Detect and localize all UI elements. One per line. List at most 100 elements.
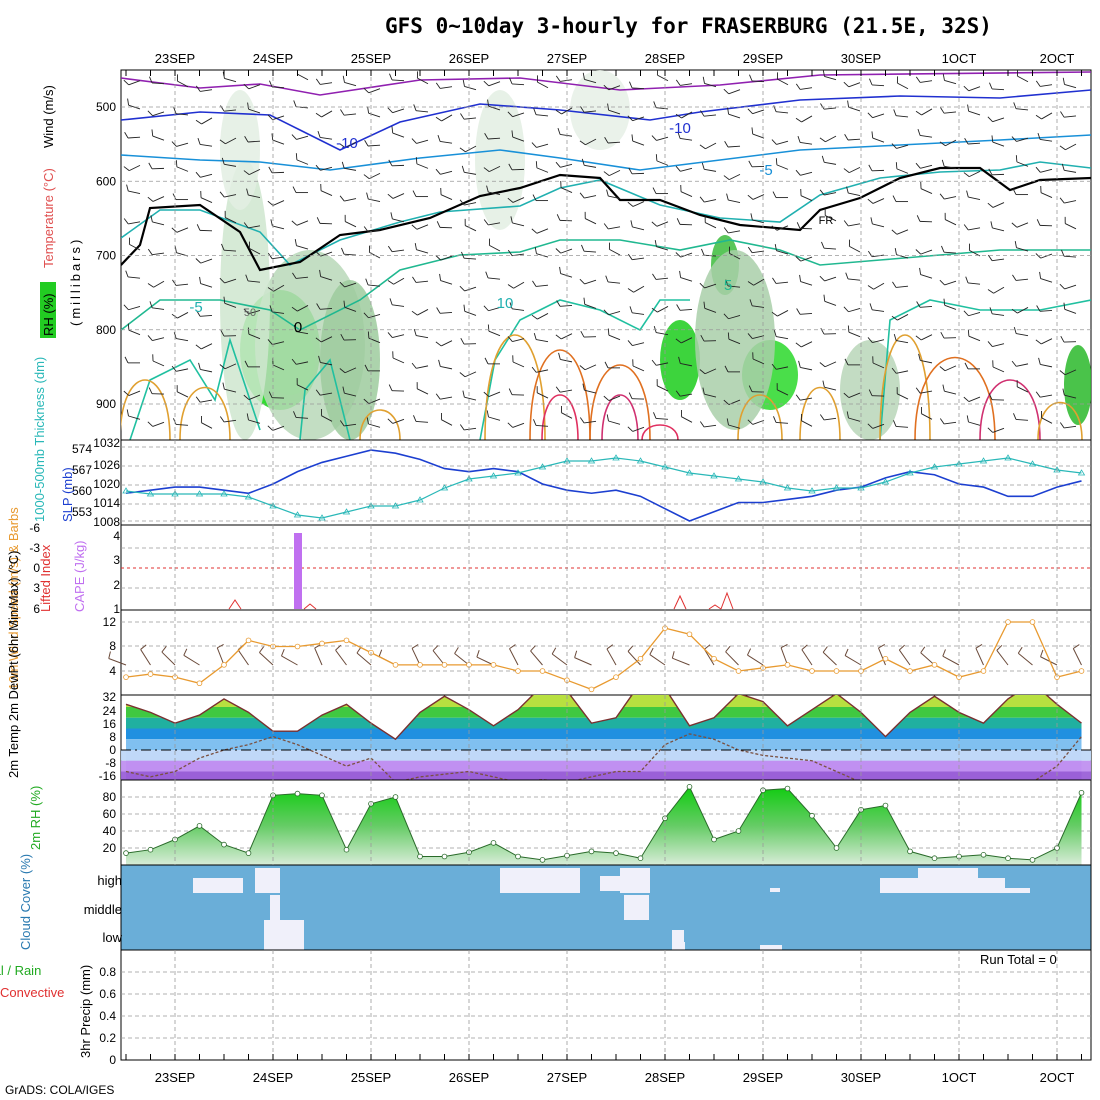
wind-barb <box>556 300 573 307</box>
wind-barb <box>892 281 909 288</box>
upper-axis-labels: RH (%) Temperature (°C) Wind (m/s) (mill… <box>40 85 83 338</box>
barb-staff <box>944 165 957 169</box>
barb-flag <box>606 414 609 422</box>
tick-label: 567 <box>72 463 92 477</box>
barb-staff <box>920 164 933 169</box>
tick-label: 12 <box>103 615 117 629</box>
wind-barb <box>891 367 909 374</box>
wind-barb <box>963 310 981 317</box>
barb-staff <box>776 281 789 284</box>
cold-band <box>121 750 1091 761</box>
barb-flag <box>1013 413 1017 420</box>
wind10-barb <box>161 646 176 666</box>
wind-barb <box>508 388 525 396</box>
wind-barb <box>533 419 549 427</box>
barb-flag <box>987 341 993 347</box>
barb-flag <box>512 355 514 363</box>
tick-label: 0 <box>109 1053 116 1067</box>
barb-staff <box>440 141 453 144</box>
freezing-line <box>121 166 1091 272</box>
barb-staff <box>440 255 453 261</box>
barb-staff <box>128 415 141 420</box>
wind-barb <box>483 391 501 398</box>
wind-barb <box>195 171 213 178</box>
barb-flag <box>436 221 441 228</box>
wind-barb <box>1040 410 1053 424</box>
tick-label: 0.6 <box>99 987 116 1001</box>
barb-flag <box>797 135 801 143</box>
wind-barb <box>560 180 573 193</box>
barb-flag <box>411 310 418 316</box>
wind-barb <box>171 227 189 233</box>
wind-barb <box>603 169 621 177</box>
barb-flag <box>246 413 249 421</box>
barb-staff <box>632 140 645 146</box>
wind-barb <box>246 413 261 424</box>
barb-staff <box>175 424 189 426</box>
barb-staff <box>1016 333 1029 337</box>
tick-label: 2 <box>113 578 120 592</box>
wind-barb <box>555 386 573 393</box>
barb-staff <box>1040 253 1053 259</box>
barb-flag <box>727 332 730 340</box>
wind-barb <box>867 337 885 343</box>
wind-barb <box>651 221 669 227</box>
barb-staff <box>476 656 494 666</box>
wind-barb <box>486 185 501 196</box>
barb-flag <box>822 380 825 388</box>
wind-barb <box>268 166 285 174</box>
wind-barb <box>893 334 909 344</box>
cloud-level-label: middle <box>84 902 122 917</box>
barb-staff <box>945 139 957 147</box>
barb-staff <box>297 384 309 391</box>
barb-flag <box>437 134 441 142</box>
warm-contour <box>641 424 679 440</box>
barb-flag <box>821 241 825 249</box>
contour-10 <box>479 299 690 440</box>
barb-flag <box>343 300 346 308</box>
barb-flag <box>920 181 922 189</box>
barb-flag <box>411 224 418 230</box>
wind-barb <box>652 273 669 280</box>
barb-flag <box>269 80 273 88</box>
barb-flag <box>532 194 537 201</box>
barb-staff <box>128 276 141 279</box>
barb-flag <box>1036 305 1041 312</box>
barb-staff <box>176 227 189 233</box>
barb-flag <box>771 225 778 231</box>
barb-staff <box>488 277 501 280</box>
barb-flag <box>486 410 489 418</box>
wind-speed-line-marker <box>490 662 497 668</box>
barb-staff <box>672 657 690 666</box>
barb-staff <box>848 392 861 399</box>
wind10-barb <box>183 648 200 666</box>
barb-flag <box>484 132 489 140</box>
wind-barb <box>512 355 525 368</box>
barb-staff <box>824 75 837 81</box>
wind-barb <box>533 333 549 343</box>
barb-flag <box>671 651 675 659</box>
thickness-line-marker <box>244 493 253 500</box>
barb-staff <box>272 256 285 260</box>
barb-staff <box>583 250 597 253</box>
wind-barb <box>367 106 381 118</box>
barb-flag <box>531 366 537 373</box>
wind-barb <box>963 224 981 231</box>
wind-barb <box>800 413 813 427</box>
dewpoint-line <box>125 733 1083 780</box>
rh-shade <box>840 340 900 440</box>
wind-barb <box>680 409 693 423</box>
barb-staff <box>608 85 621 91</box>
barb-flag <box>510 216 513 223</box>
barb-staff <box>344 367 357 374</box>
barb-staff <box>1016 247 1029 252</box>
wind-barb <box>1061 249 1077 258</box>
wind-barb <box>675 111 693 119</box>
barb-flag <box>939 366 946 372</box>
wind10-barb <box>920 646 935 666</box>
barb-staff <box>224 278 237 284</box>
thickness-line-marker <box>416 496 424 503</box>
barb-staff <box>465 225 477 232</box>
